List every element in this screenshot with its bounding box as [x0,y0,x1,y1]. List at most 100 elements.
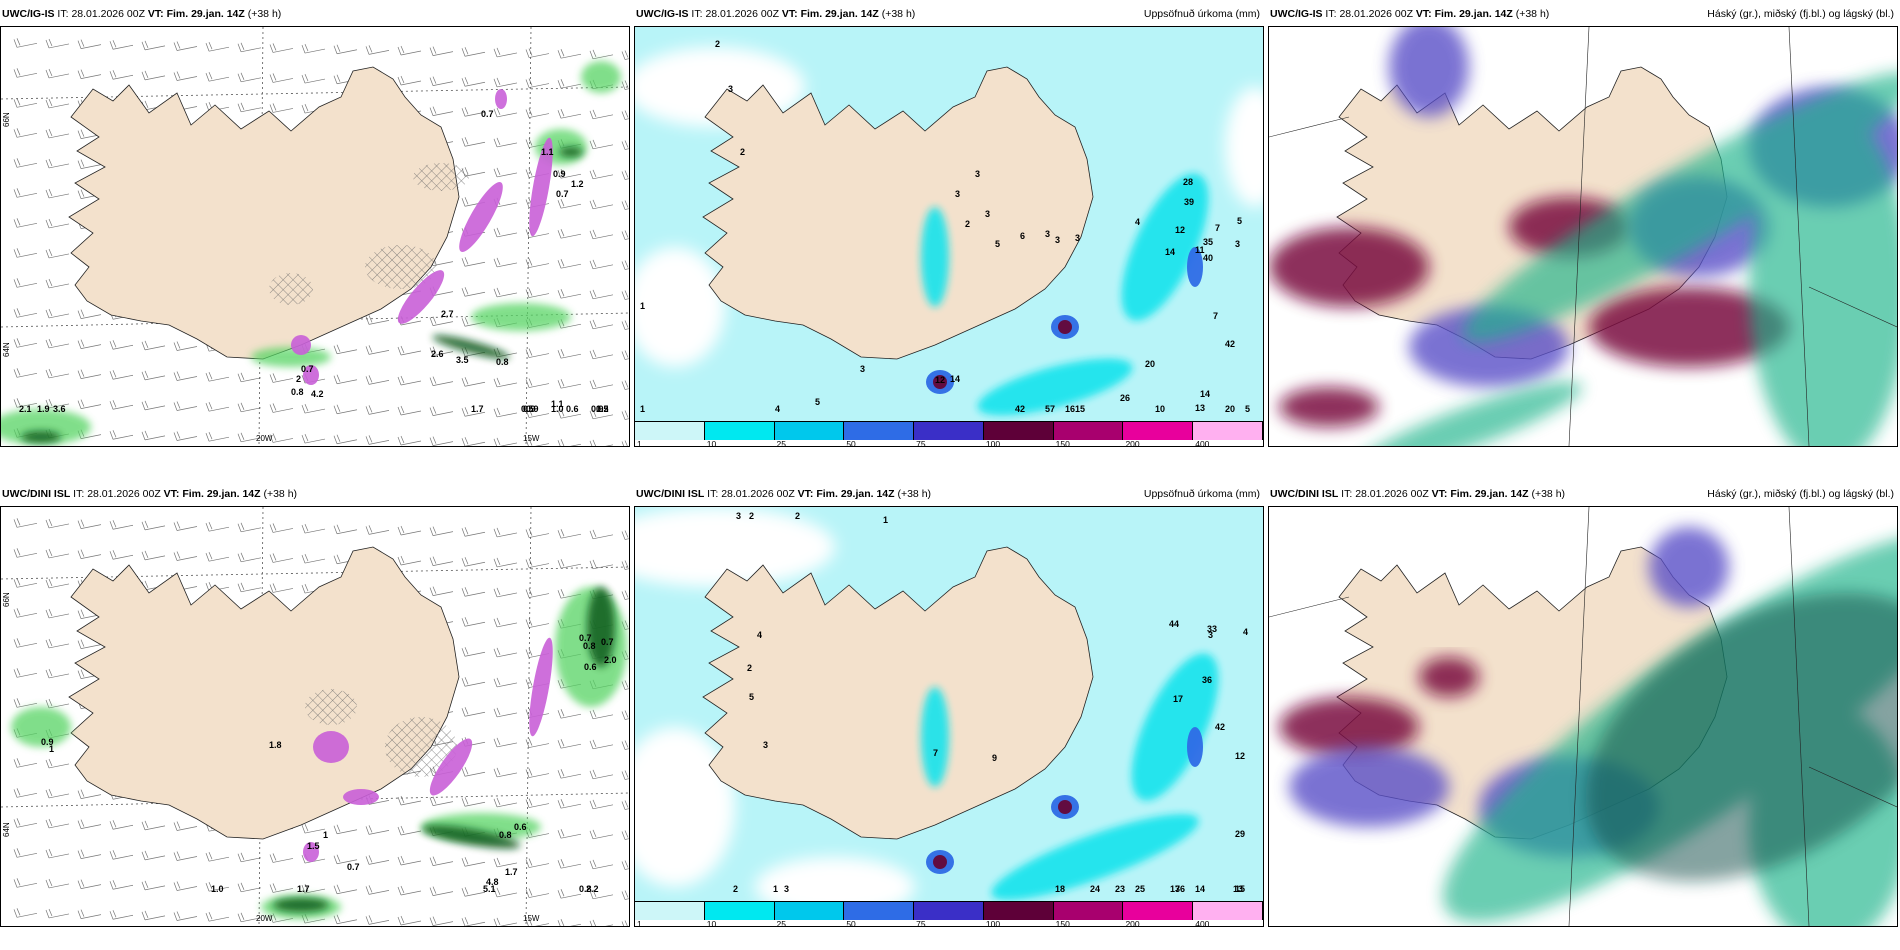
value-label: 0.6 [584,662,597,672]
wind-barb [493,377,518,388]
wind-barb [493,767,518,778]
wind-barb [237,882,262,893]
wind-barb [13,818,38,828]
wind-barb [461,767,486,777]
wind-barb [621,830,629,840]
wind-barb [621,380,629,390]
wind-barb [397,885,422,896]
wind-barb [493,167,518,178]
clouds-map [1269,507,1897,926]
wind-barb [461,407,486,417]
wind-barb [77,399,102,409]
value-label: 3.6 [53,404,66,414]
wind-barb [493,737,518,748]
wind-barb [269,103,294,113]
wind-barb [621,680,629,690]
legend-swatch [983,902,1054,920]
wind-barb [589,799,614,810]
wind-barb [525,408,550,418]
wind-barb [621,230,629,240]
wind-barb [525,618,550,628]
wind-barb [557,79,582,89]
map-frame: 2 3 1 2 3 3 2 3 5 6 3 3 4 12 11 7 5 3 28 39 14 35 40 7 42 12 14 20 2… [634,26,1264,447]
wind-barb [397,855,422,866]
wind-barb [557,739,582,749]
value-label: 1.7 [297,884,310,894]
value-label: 20 [1145,359,1155,369]
wind-barb [461,47,486,57]
wind-barb [45,278,70,289]
wind-barb [269,73,294,83]
wind-barb [525,288,550,298]
wind-barb [429,796,454,806]
wind-barb [621,350,629,360]
precip-legend: 1 10 25 50 75 100 150 200 400 [635,901,1263,926]
wind-barb [493,77,518,88]
wind-barb [237,42,262,53]
wind-barb [461,107,486,117]
wind-barb [141,340,166,351]
value-label: 3 [784,884,789,894]
value-label: 0.8 [496,357,509,367]
precip-dark-green [21,147,583,443]
wind-barb [429,406,454,416]
wind-barb [589,379,614,390]
wind-barb [461,287,486,297]
wind-barb [301,523,326,534]
value-label: 2.1 [19,404,32,414]
wind-barb [397,795,422,806]
map-frame: 0.7 0.7 0.8 0.6 2.0 0.9 1 1.8 0.7 1 1.5 0.6 5.1 4.8 2.… [0,506,630,927]
wind-barb [461,587,486,597]
value-label: 3 [1075,233,1080,243]
wind-barb [269,583,294,593]
value-label: 57 [1045,404,1055,414]
wind-barb [557,439,582,446]
value-label: 24 [1090,884,1100,894]
legend-label: 400 [1195,439,1210,447]
value-label: 2 [740,147,745,157]
wind-barb [621,560,629,570]
wind-barb [621,920,628,926]
legend-label: 75 [916,919,926,927]
wind-barb [365,885,390,895]
borders [1269,507,1897,926]
wind-barb [557,349,582,359]
wind-barb [557,409,582,419]
value-label: 2 [733,884,738,894]
wind-barb [397,555,422,566]
panel-header: UWC/DINI ISL IT: 28.01.2026 00Z VT: Fim.… [1270,488,1894,500]
wind-barb [493,107,518,118]
wind-barb [557,919,582,926]
value-label: 13 [1233,884,1243,894]
wind-barb [365,525,390,535]
wind-barb [205,912,230,922]
wind-barb [45,848,70,859]
value-label: 18 [1055,884,1065,894]
wind-barb [429,556,454,566]
wind-barb [77,39,102,49]
wind-barb [621,320,629,330]
wind-barb [493,617,518,628]
wind-barb [589,889,614,900]
wind-barb [77,159,102,169]
value-label: 42 [1015,404,1025,414]
value-label: 6 [1020,231,1025,241]
wind-barb [173,41,198,51]
land-iceland [68,546,460,840]
wind-barb [109,880,134,890]
wind-barb [525,438,550,446]
wind-barb [589,829,614,840]
value-label: 42 [1225,339,1235,349]
wind-barb [525,738,550,748]
wind-barb [525,888,550,898]
wind-barb [493,287,518,298]
wind-barb [173,71,198,81]
value-label: 0.9 [523,404,536,414]
wind-barb [461,527,486,537]
legend-swatch [774,902,845,920]
wind-barb [621,710,629,720]
wind-barb [365,915,390,925]
wind-barb [589,919,614,926]
